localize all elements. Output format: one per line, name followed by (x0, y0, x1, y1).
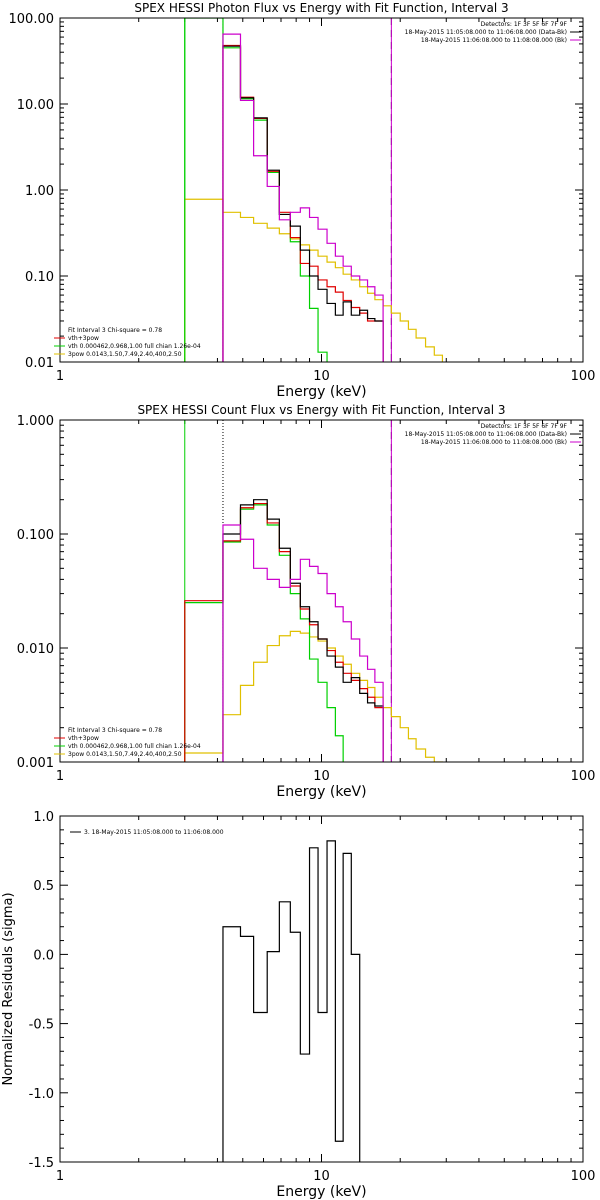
x-tick-label: 100 (571, 1169, 596, 1184)
y-tick-label: 0.100 (17, 528, 54, 543)
legend-top-right: Detectors: 1F 3F 5F 6F 7F 9F18-May-2015 … (405, 21, 581, 44)
y-tick-label: 0.10 (25, 270, 54, 285)
legend-text: 18-May-2015 11:05:08.000 to 11:06:08.000… (405, 431, 567, 438)
legend-text: 18-May-2015 11:05:08.000 to 11:06:08.000… (405, 29, 567, 36)
series-0 (184, 198, 444, 362)
legend-text: Detectors: 1F 3F 5F 6F 7F 9F (481, 423, 568, 430)
series-line (184, 504, 344, 762)
legend-text: vth 0.000462,0.968,1.00 full chian 1.26e… (68, 343, 201, 350)
series-0 (222, 840, 361, 1162)
x-axis-label: Energy (keV) (276, 784, 366, 800)
y-axis-label: Normalized Residuals (sigma) (1, 892, 16, 1085)
chart-title: SPEX HESSI Photon Flux vs Energy with Fi… (134, 1, 508, 15)
axes-frame (59, 17, 584, 363)
y-tick-label: 100.00 (9, 12, 55, 27)
chart-panel-photon: SPEX HESSI Photon Flux vs Energy with Fi… (9, 1, 596, 400)
series-0 (184, 630, 444, 762)
legend-bottom-left: Fit Interval 3 Chi-square = 0.78vth+3pow… (54, 727, 201, 758)
y-tick-label: 0.010 (17, 642, 54, 657)
axes-frame (59, 815, 584, 1163)
y-tick-label: 0.5 (33, 879, 54, 894)
legend-bottom-left: Fit Interval 3 Chi-square = 0.78vth+3pow… (54, 327, 201, 358)
y-tick-label: 0.001 (17, 756, 54, 771)
legend-text: 18-May-2015 11:06:08.000 to 11:08:08.000… (421, 439, 567, 446)
legend-text: Fit Interval 3 Chi-square = 0.78 (68, 327, 162, 334)
series-line (222, 45, 384, 362)
legend-top-left: 3. 18-May-2015 11:05:08.000 to 11:06:08.… (70, 829, 224, 836)
legend-text: 3. 18-May-2015 11:05:08.000 to 11:06:08.… (84, 829, 224, 836)
plot-area (184, 18, 444, 362)
y-tick-label: 1.000 (17, 414, 54, 429)
legend-text: Fit Interval 3 Chi-square = 0.78 (68, 727, 162, 734)
y-tick-label: -1.5 (29, 1156, 54, 1171)
x-tick-label: 10 (313, 369, 330, 384)
series-line (222, 499, 384, 762)
y-axis: 0.01 0.10 1.00 10.00 100.00 (9, 12, 583, 371)
x-tick-label: 10 (313, 1169, 330, 1184)
axes-frame (59, 419, 584, 763)
legend-text: 18-May-2015 11:06:08.000 to 11:08:08.000… (421, 37, 567, 44)
chart-panel-count: SPEX HESSI Count Flux vs Energy with Fit… (17, 403, 596, 800)
plot-area (184, 420, 444, 762)
series-line (184, 502, 384, 762)
series-4 (222, 33, 384, 362)
x-tick-label: 100 (571, 769, 596, 784)
y-tick-label: -1.0 (29, 1087, 54, 1102)
y-tick-label: 0.01 (25, 356, 54, 371)
y-tick-label: 1.00 (25, 184, 54, 199)
x-axis-label: Energy (keV) (276, 1184, 366, 1200)
legend-text: vth+3pow (68, 735, 99, 742)
plot-area (222, 840, 361, 1162)
x-tick-label: 1 (56, 369, 64, 384)
chart-title: SPEX HESSI Count Flux vs Energy with Fit… (137, 403, 505, 417)
y-axis: 0.001 0.010 0.100 1.000 (17, 414, 583, 771)
series-line (222, 840, 361, 1162)
series-1 (184, 504, 344, 762)
series-3 (222, 499, 384, 762)
x-tick-label: 10 (313, 769, 330, 784)
legend-text: 3pow 0.0143,1.50,7.49,2.40,400,2.50 (68, 351, 182, 358)
series-line (222, 524, 384, 762)
legend-text: 3pow 0.0143,1.50,7.49,2.40,400,2.50 (68, 751, 182, 758)
series-line (184, 198, 444, 362)
x-axis: 1 10 100 Energy (keV) (56, 420, 596, 800)
legend-top-right: Detectors: 1F 3F 5F 6F 7F 9F18-May-2015 … (405, 423, 581, 446)
y-axis: -1.5 -1.0 -0.5 0.0 0.5 1.0 Normalized Residual… (1, 810, 583, 1171)
x-axis: 1 10 100 Energy (keV) (56, 816, 596, 1200)
y-tick-label: -0.5 (29, 1018, 54, 1033)
x-tick-label: 1 (56, 769, 64, 784)
legend-text: vth+3pow (68, 335, 99, 342)
legend-text: Detectors: 1F 3F 5F 6F 7F 9F (481, 21, 568, 28)
x-tick-label: 100 (571, 369, 596, 384)
y-tick-label: 0.0 (33, 948, 54, 963)
x-axis-label: Energy (keV) (276, 384, 366, 400)
series-4 (222, 524, 384, 762)
x-axis: 1 10 100 Energy (keV) (56, 18, 596, 400)
y-tick-label: 1.0 (33, 810, 54, 825)
series-3 (222, 45, 384, 362)
legend-text: vth 0.000462,0.968,1.00 full chian 1.26e… (68, 743, 201, 750)
chart-panel-resid: 1 10 100 Energy (keV) -1.5 -1.0 -0.5 0.0 0.5 1.0 N… (1, 810, 595, 1200)
x-tick-label: 1 (56, 1169, 64, 1184)
y-tick-label: 10.00 (17, 98, 54, 113)
series-line (184, 630, 444, 762)
series-line (222, 33, 384, 362)
series-2 (184, 502, 384, 762)
